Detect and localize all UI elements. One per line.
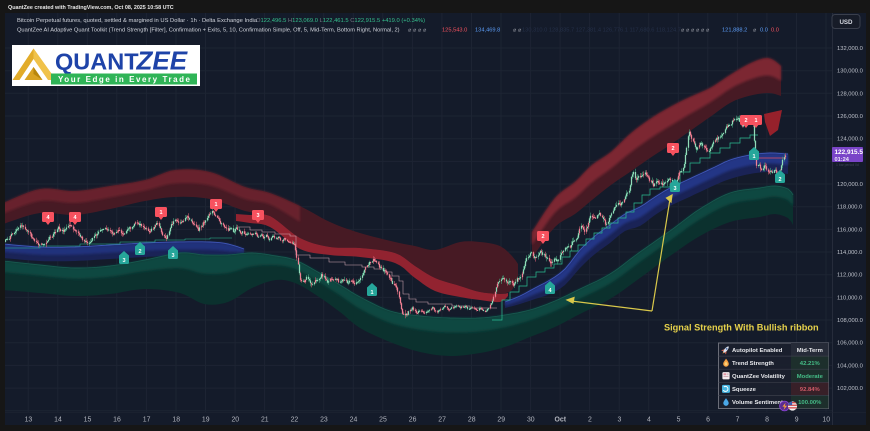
svg-text:128,000.0: 128,000.0 <box>837 91 863 97</box>
svg-text:15: 15 <box>84 416 92 423</box>
svg-text:118,000.0: 118,000.0 <box>837 205 862 211</box>
svg-text:102,000.0: 102,000.0 <box>837 386 863 392</box>
svg-text:4: 4 <box>73 215 77 221</box>
svg-text:104,000.0: 104,000.0 <box>837 363 863 369</box>
svg-text:108,000.0: 108,000.0 <box>837 318 863 324</box>
svg-text:1 bar period 0d: 1 bar period 0d <box>836 163 859 167</box>
svg-text:2: 2 <box>541 234 544 240</box>
svg-text:QuantZee AI Adaptive Quant Too: QuantZee AI Adaptive Quant Toolkit (Tren… <box>17 27 779 33</box>
svg-text:25: 25 <box>379 416 387 423</box>
svg-text:7: 7 <box>736 416 740 423</box>
svg-text:132,000.0: 132,000.0 <box>837 46 863 52</box>
svg-text:2: 2 <box>138 249 141 255</box>
svg-text:8: 8 <box>765 416 769 423</box>
svg-text:4: 4 <box>548 288 552 294</box>
svg-text:4: 4 <box>46 215 50 221</box>
svg-text:116,000.0: 116,000.0 <box>837 227 862 233</box>
svg-text:120,000.0: 120,000.0 <box>837 182 863 188</box>
svg-text:ZEE: ZEE <box>136 46 188 76</box>
svg-text:22: 22 <box>291 416 299 423</box>
svg-text:Bitcoin Perpetual futures, quo: Bitcoin Perpetual futures, quoted, settl… <box>17 18 425 24</box>
svg-text:3: 3 <box>617 416 621 423</box>
svg-text:29: 29 <box>497 416 505 423</box>
svg-text:23: 23 <box>320 416 328 423</box>
svg-text:Trend Strength: Trend Strength <box>732 361 774 367</box>
svg-text:26: 26 <box>409 416 417 423</box>
svg-text:3: 3 <box>256 213 259 219</box>
svg-text:20: 20 <box>231 416 239 423</box>
svg-text:106,000.0: 106,000.0 <box>837 341 863 347</box>
svg-text:112,000.0: 112,000.0 <box>837 273 862 279</box>
svg-text:QUANT: QUANT <box>55 49 139 75</box>
svg-text:14: 14 <box>54 416 62 423</box>
svg-text:124,000.0: 124,000.0 <box>837 137 863 143</box>
svg-text:QuantZee Volatility: QuantZee Volatility <box>732 374 786 380</box>
svg-text:1: 1 <box>370 290 373 296</box>
svg-text:30: 30 <box>527 416 535 423</box>
svg-text:13: 13 <box>25 416 33 423</box>
svg-text:Autopilot Enabled: Autopilot Enabled <box>732 348 783 354</box>
svg-text:100.00%: 100.00% <box>798 400 822 406</box>
svg-text:92.84%: 92.84% <box>800 387 821 393</box>
svg-text:01:24: 01:24 <box>835 157 850 163</box>
svg-text:3: 3 <box>171 253 174 259</box>
svg-text:24: 24 <box>350 416 358 423</box>
svg-text:4: 4 <box>647 416 651 423</box>
svg-text:3: 3 <box>122 258 125 264</box>
svg-text:10: 10 <box>822 416 830 423</box>
svg-text:1: 1 <box>159 210 162 216</box>
svg-text:18: 18 <box>172 416 180 423</box>
svg-text:2: 2 <box>778 177 781 183</box>
svg-text:16: 16 <box>113 416 121 423</box>
svg-text:Mid-Term: Mid-Term <box>797 348 823 354</box>
svg-text:Oct: Oct <box>555 416 567 423</box>
svg-text:USD: USD <box>839 19 853 26</box>
svg-text:Moderate: Moderate <box>797 374 824 380</box>
svg-text:110,000.0: 110,000.0 <box>837 295 862 301</box>
svg-text:42.21%: 42.21% <box>800 361 821 367</box>
svg-text:27: 27 <box>438 416 446 423</box>
svg-text:6: 6 <box>706 416 710 423</box>
svg-text:114,000.0: 114,000.0 <box>837 250 862 256</box>
svg-text:Signal Strength With Bullish r: Signal Strength With Bullish ribbon <box>664 323 819 333</box>
svg-text:1: 1 <box>214 202 217 208</box>
svg-text:2: 2 <box>671 146 674 152</box>
svg-text:Squeeze: Squeeze <box>732 387 757 393</box>
svg-text:1: 1 <box>754 118 757 124</box>
svg-text:130,000.0: 130,000.0 <box>837 69 863 75</box>
svg-text:17: 17 <box>143 416 151 423</box>
svg-text:5: 5 <box>677 416 681 423</box>
svg-text:3: 3 <box>673 186 676 192</box>
svg-text:126,000.0: 126,000.0 <box>837 114 863 120</box>
svg-text:28: 28 <box>468 416 476 423</box>
svg-text:QuantZee created with TradingV: QuantZee created with TradingView.com, O… <box>8 5 174 11</box>
svg-text:122,915.5: 122,915.5 <box>835 149 864 156</box>
svg-text:19: 19 <box>202 416 210 423</box>
svg-text:Volume Sentiment: Volume Sentiment <box>732 400 783 406</box>
svg-text:21: 21 <box>261 416 269 423</box>
svg-text:1: 1 <box>752 154 755 160</box>
svg-text:2: 2 <box>588 416 592 423</box>
svg-text:9: 9 <box>795 416 799 423</box>
svg-text:2: 2 <box>744 118 747 124</box>
